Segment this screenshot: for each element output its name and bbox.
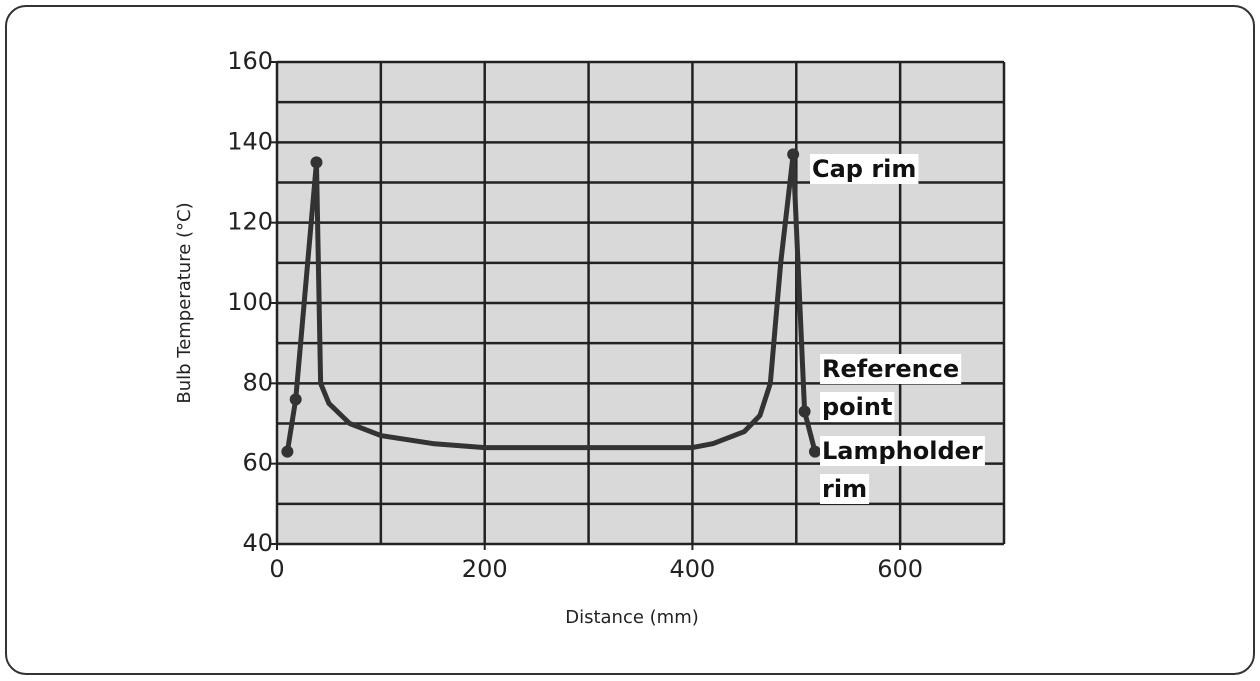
- annotation-background: [820, 474, 870, 504]
- x-tick-label: 200: [462, 555, 508, 583]
- x-tick-label: 600: [877, 555, 923, 583]
- annotation-background: [820, 392, 895, 422]
- point: [787, 148, 800, 161]
- y-tick-label: 40: [242, 529, 273, 557]
- point: [310, 156, 323, 169]
- annotation: Lampholder: [822, 437, 983, 465]
- y-tick-label: 120: [227, 208, 273, 236]
- annotation-background: [810, 154, 919, 184]
- x-axis-label: Distance (mm): [565, 607, 699, 628]
- annotation-background: [820, 436, 985, 466]
- annotation: Cap rim: [812, 155, 916, 183]
- y-tick-label: 100: [227, 288, 273, 316]
- y-tick-label: 60: [242, 449, 273, 477]
- annotation-background: [820, 354, 962, 384]
- annotation: point: [822, 393, 892, 421]
- annotation: rim: [822, 475, 867, 503]
- y-axis-label: Bulb Temperature (°C): [174, 202, 195, 403]
- point: [289, 393, 302, 406]
- point: [798, 405, 811, 418]
- line: [284, 151, 818, 453]
- x-tick-label: 400: [670, 555, 716, 583]
- y-tick-label: 80: [242, 368, 273, 396]
- annotation: Reference: [822, 355, 959, 383]
- y-tick-label: 160: [227, 47, 273, 75]
- x-tick-label: 0: [269, 555, 284, 583]
- y-tick-label: 140: [227, 127, 273, 155]
- point: [281, 445, 294, 458]
- point: [808, 445, 821, 458]
